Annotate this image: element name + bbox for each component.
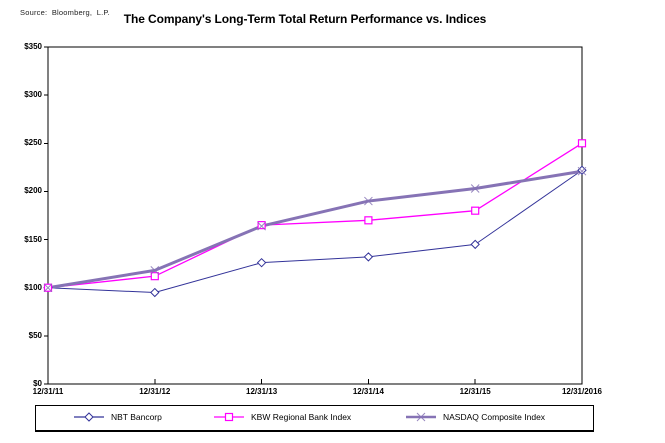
nasdaq-composite-index-line-swatch — [406, 411, 436, 423]
square-marker — [577, 139, 587, 148]
x-marker — [577, 166, 587, 176]
diamond-marker — [363, 252, 374, 262]
x-marker — [470, 184, 480, 193]
chart-title: The Company's Long-Term Total Return Per… — [123, 12, 487, 26]
nbt-bancorp-line-swatch — [74, 411, 104, 423]
square-marker — [364, 216, 373, 225]
legend-entry-nbt-bancorp: NBT Bancorp — [74, 406, 162, 428]
diamond-legend-swatch — [74, 412, 104, 422]
diamond-marker — [256, 257, 267, 268]
series-line-kbw-regional-bank-index — [47, 142, 583, 289]
x-marker — [43, 283, 53, 293]
x-legend-swatch — [406, 412, 436, 422]
square-marker — [224, 412, 234, 422]
plot-border — [47, 46, 583, 385]
x-marker — [364, 196, 373, 206]
square-marker — [150, 272, 159, 281]
diamond-marker — [150, 287, 160, 298]
diamond-marker — [84, 412, 94, 422]
square-marker — [471, 206, 480, 215]
legend-entry-nasdaq-composite-index: NASDAQ Composite Index — [406, 406, 545, 428]
chart-legend: NBT Bancorp KBW Regional Bank Index NASD… — [35, 405, 594, 432]
square-legend-swatch — [214, 412, 244, 422]
legend-label-kbw-regional-bank-index: KBW Regional Bank Index — [251, 412, 352, 422]
legend-entry-kbw-regional-bank-index: KBW Regional Bank Index — [214, 406, 351, 428]
series-line-nasdaq-composite-index — [46, 169, 584, 290]
x-marker — [257, 221, 266, 231]
square-marker — [257, 221, 266, 230]
series-line-nbt-bancorp — [47, 169, 583, 294]
diamond-marker — [470, 239, 480, 250]
x-marker — [150, 266, 160, 275]
legend-label-nbt-bancorp: NBT Bancorp — [111, 412, 162, 422]
kbw-regional-bank-index-line-swatch — [214, 411, 244, 423]
source-label: Source: Bloomberg, L.P. — [20, 8, 110, 17]
legend-label-nasdaq-composite-index: NASDAQ Composite Index — [443, 412, 546, 422]
x-marker — [416, 412, 426, 422]
